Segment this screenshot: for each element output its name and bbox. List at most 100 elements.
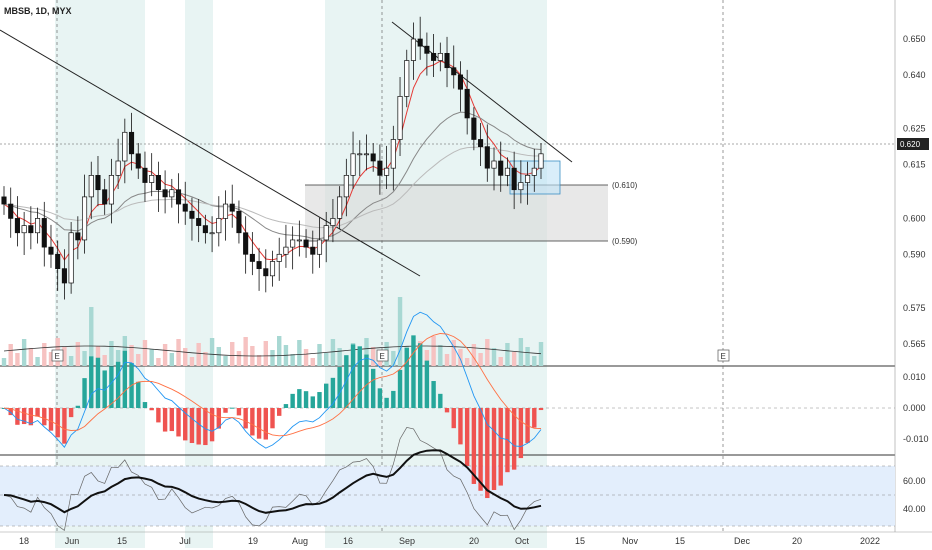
candle-body — [471, 117, 477, 140]
volume-bar — [431, 336, 436, 366]
volume-bar — [156, 358, 161, 366]
volume-bar — [102, 355, 107, 366]
volume-bar — [310, 358, 315, 366]
volume-bar — [256, 355, 262, 366]
candle-body — [88, 175, 94, 198]
earnings-badge-label: E — [55, 352, 60, 361]
macd-histogram-bar — [344, 355, 349, 408]
candle-body — [310, 246, 316, 255]
volume-bar — [183, 348, 188, 366]
volume-bar — [451, 340, 456, 366]
candle-body — [48, 246, 54, 255]
earnings-badge-label: E — [380, 352, 385, 361]
candle-body — [531, 167, 537, 176]
macd-histogram-bar — [136, 381, 141, 408]
volume-bar — [136, 354, 141, 366]
macd-histogram-bar — [317, 392, 322, 408]
price-tick-label: 0.575 — [903, 303, 926, 313]
macd-line — [3, 311, 542, 449]
macd-histogram-bar — [478, 408, 483, 491]
volume-bar — [216, 347, 221, 366]
candle-body — [484, 146, 490, 169]
volume-bar — [230, 342, 235, 366]
volume-bar — [189, 357, 195, 366]
candle-body — [337, 196, 343, 219]
price-tick-label: 0.600 — [903, 213, 926, 223]
trendline-down[interactable] — [0, 29, 421, 277]
macd-histogram-bar — [223, 408, 228, 413]
candle-body — [256, 261, 262, 269]
candle-body — [390, 139, 396, 169]
candle-body — [377, 160, 383, 176]
macd-histogram-bar — [183, 408, 188, 441]
candle-body — [424, 45, 430, 54]
time-tick-label: 2022 — [860, 536, 880, 546]
candle-body — [128, 131, 135, 155]
macd-histogram-bar — [82, 378, 87, 408]
macd-histogram-bar — [324, 383, 329, 408]
earnings-badge[interactable] — [51, 349, 64, 362]
volume-bar — [1, 358, 7, 366]
time-tick-label: Jun — [65, 536, 80, 546]
volume-bar — [270, 350, 275, 366]
candle-body — [316, 239, 323, 255]
macd-histogram-bar — [370, 368, 376, 408]
macd-histogram-bar — [196, 408, 201, 445]
candle-body — [370, 153, 376, 162]
volume-bar — [337, 348, 342, 366]
macd-histogram-bar — [532, 408, 537, 428]
earnings-badge[interactable] — [717, 349, 730, 362]
candle-body — [236, 210, 242, 234]
macd-histogram-bar — [417, 343, 423, 408]
volume-bar — [532, 356, 537, 366]
macd-histogram-bar — [230, 407, 235, 409]
macd-histogram-bar — [256, 408, 262, 439]
macd-histogram-bar — [377, 388, 383, 408]
zone-upper-label: (0.610) — [612, 181, 638, 190]
volume-bar — [243, 337, 248, 366]
macd-histogram-bar — [411, 335, 416, 408]
candle-body — [451, 67, 457, 76]
volume-bar — [169, 353, 175, 366]
macd-histogram-bar — [471, 408, 477, 484]
candle-body — [149, 175, 155, 183]
zone-lower-label: (0.590) — [612, 237, 638, 246]
candle-body — [68, 232, 74, 284]
candle-body — [363, 153, 370, 156]
price-tick-label: 0.590 — [903, 249, 926, 259]
volume-bar — [75, 342, 81, 366]
candle-body — [95, 175, 101, 191]
candle-body — [216, 218, 222, 234]
macd-histogram-bar — [431, 381, 436, 408]
volume-bar — [303, 349, 309, 366]
macd-histogram-bar — [176, 408, 181, 437]
candle-body — [504, 167, 510, 176]
macd-histogram-bar — [35, 408, 40, 417]
support-zone[interactable] — [305, 185, 608, 241]
candle-body — [350, 153, 356, 176]
volume-bar — [538, 342, 544, 366]
time-tick-label: 15 — [675, 536, 685, 546]
shade-band — [185, 0, 213, 548]
candle-body — [122, 131, 128, 162]
candle-body — [437, 53, 443, 61]
rsi-line — [3, 427, 542, 531]
earnings-badge[interactable] — [376, 349, 389, 362]
macd-histogram-bar — [491, 408, 497, 491]
consolidation-box[interactable] — [509, 160, 561, 195]
price-axis[interactable]: 0.650 0.640 0.625 0.615 0.600 0.590 0.575 0.565… — [903, 34, 929, 514]
candle-body — [135, 153, 141, 169]
macd-histogram-bar — [216, 408, 221, 429]
candle-body — [196, 218, 202, 226]
volume-bar — [324, 353, 329, 366]
candle-body — [169, 189, 175, 198]
macd-tick-label: -0.010 — [903, 434, 929, 444]
macd-histogram-bar — [350, 344, 356, 408]
macd-histogram-bar — [149, 408, 154, 411]
time-axis[interactable]: 18 Jun 15 Jul 19 Aug 16 Sep 20 Oct 15 Nov 15 Dec 20 202… — [19, 536, 880, 546]
candle-body — [397, 96, 403, 140]
candle-body — [357, 153, 363, 156]
candle-body — [35, 218, 41, 234]
macd-histogram-bar — [21, 408, 27, 425]
